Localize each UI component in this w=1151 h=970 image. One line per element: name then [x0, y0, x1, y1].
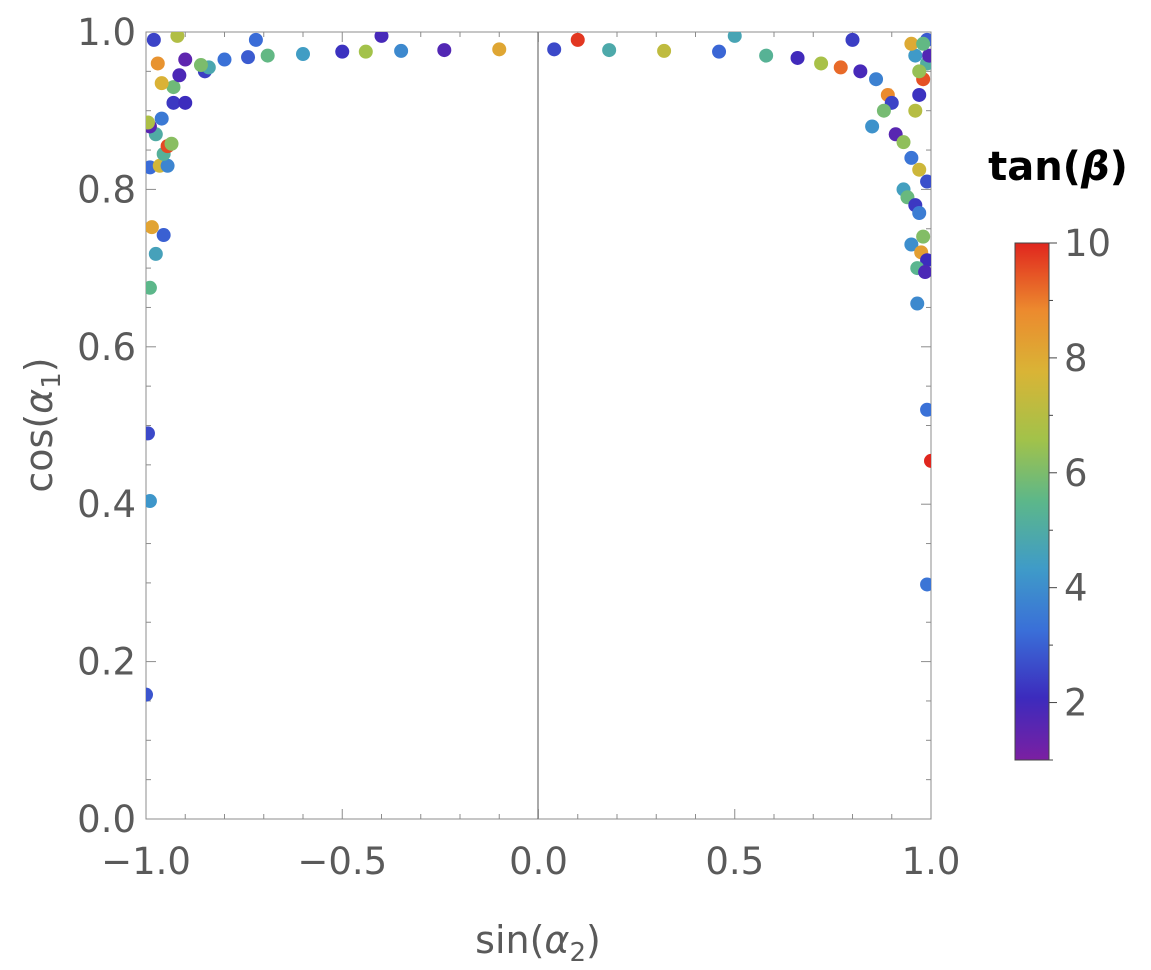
data-point [374, 32, 389, 43]
x-tick-label: 0.0 [509, 840, 568, 883]
data-point [910, 296, 925, 311]
data-point [166, 95, 181, 110]
data-point [920, 402, 931, 417]
data-point [833, 60, 848, 75]
data-point [920, 577, 931, 592]
data-point [916, 36, 931, 51]
data-point [146, 280, 157, 295]
colorbar-tick-label: 8 [1064, 337, 1088, 380]
data-point [916, 229, 931, 244]
data-point [217, 52, 232, 67]
data-point [248, 32, 263, 47]
x-tick-label: 0.5 [705, 840, 764, 883]
data-point [296, 47, 310, 62]
data-point [146, 687, 153, 702]
data-point [394, 43, 409, 58]
data-point [865, 119, 880, 134]
colorbar-gradient [1014, 242, 1050, 761]
colorbar-title: tan(β) [988, 144, 1128, 190]
colorbar-tick-label: 4 [1064, 567, 1088, 610]
data-point [437, 43, 452, 58]
data-point [160, 158, 175, 173]
data-point [908, 103, 923, 118]
data-point [896, 135, 911, 150]
data-point [178, 95, 193, 110]
data-point [193, 58, 208, 73]
y-axis-title: cos(α1) [17, 357, 67, 492]
data-point [146, 426, 155, 441]
data-point [924, 453, 931, 468]
data-point [727, 32, 742, 43]
x-tick-labels: −1.0 −0.5 0.0 0.5 1.0 [101, 840, 960, 883]
x-axis-title: sin(α2) [475, 918, 601, 968]
colorbar-tick-label: 6 [1064, 452, 1088, 495]
y-tick-label: 0.0 [77, 798, 136, 841]
y-tick-label: 1.0 [77, 11, 136, 54]
data-point [358, 44, 373, 59]
data-point [922, 48, 931, 63]
y-tick-label: 0.8 [77, 168, 136, 211]
data-point [570, 32, 585, 47]
y-tick-labels: 0.0 0.2 0.4 0.6 0.8 1.0 [77, 11, 136, 841]
data-point [178, 52, 193, 67]
data-point [492, 42, 507, 57]
data-point [164, 136, 179, 151]
data-point [920, 253, 931, 268]
data-point [920, 174, 931, 189]
data-point [241, 50, 256, 65]
data-point [904, 36, 919, 51]
data-point [148, 246, 163, 261]
x-tick-label: −1.0 [101, 840, 191, 883]
data-point [912, 162, 927, 177]
data-point [172, 68, 187, 83]
data-point [912, 206, 927, 221]
colorbar-tick-label: 2 [1064, 682, 1088, 725]
data-point [156, 228, 171, 243]
data-point [146, 220, 159, 235]
data-point [657, 43, 672, 58]
x-tick-label: 1.0 [902, 840, 961, 883]
data-point [853, 64, 868, 79]
data-point [602, 43, 617, 58]
y-tick-label: 0.4 [77, 483, 136, 526]
y-tick-label: 0.2 [77, 641, 136, 684]
data-point [869, 72, 884, 87]
data-point [918, 265, 931, 280]
data-point [908, 48, 923, 63]
data-point [170, 32, 185, 43]
data-point [260, 48, 275, 63]
data-point [814, 56, 829, 71]
colorbar-tick-label: 10 [1064, 222, 1111, 265]
data-point [154, 76, 169, 91]
data-point [335, 44, 350, 59]
data-point [759, 48, 774, 63]
data-point [904, 150, 919, 165]
data-points [146, 32, 931, 702]
data-point [146, 494, 157, 509]
y-tick-label: 0.6 [77, 326, 136, 369]
data-point [146, 115, 155, 130]
data-point [547, 42, 562, 57]
data-point [712, 44, 727, 59]
x-tick-label: −0.5 [297, 840, 387, 883]
data-point [150, 56, 165, 71]
data-point [146, 32, 161, 47]
data-point [154, 111, 169, 126]
data-point [790, 50, 805, 65]
data-point [912, 64, 927, 79]
data-point [166, 80, 181, 95]
data-point [845, 32, 860, 47]
colorbar-ticks: 2 4 6 8 10 [1049, 222, 1111, 761]
data-point [876, 103, 891, 118]
data-point [904, 237, 919, 252]
data-point [912, 87, 927, 102]
